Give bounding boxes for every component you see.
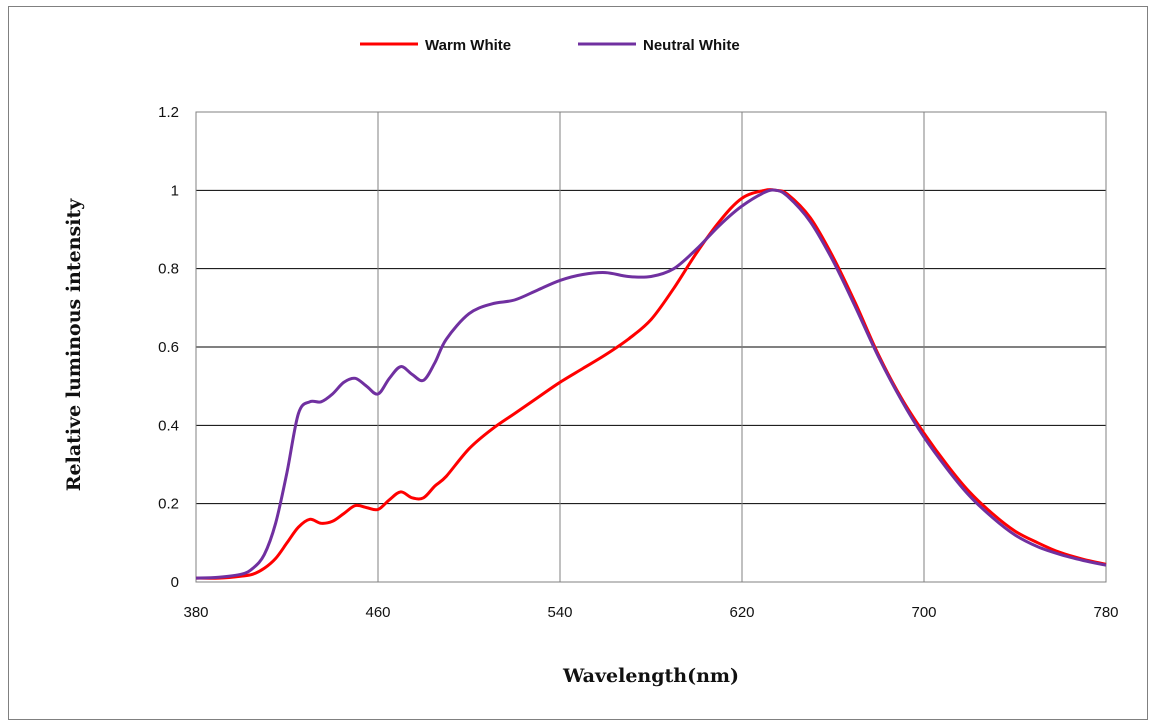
- y-tick-label: 1: [171, 182, 179, 199]
- x-tick-label: 460: [365, 604, 390, 621]
- y-axis-label: Relative luminous intensity: [63, 198, 85, 492]
- series-lines: [195, 188, 1107, 580]
- x-tick-labels: 380 460 540 620 700 780: [183, 604, 1118, 621]
- plot-area: [195, 111, 1107, 583]
- y-tick-label: 0.4: [158, 417, 179, 434]
- legend: Warm White Neutral White: [360, 37, 740, 54]
- legend-label-neutral-white: Neutral White: [643, 37, 740, 54]
- legend-label-warm-white: Warm White: [425, 37, 511, 54]
- y-tick-label: 0.2: [158, 496, 179, 513]
- x-tick-label: 700: [911, 604, 936, 621]
- y-tick-label: 0.6: [158, 339, 179, 356]
- grid-lines: [196, 112, 1106, 582]
- y-tick-labels: 0 0.2 0.4 0.6 0.8 1 1.2: [158, 104, 179, 591]
- x-tick-label: 620: [729, 604, 754, 621]
- y-tick-label: 0.8: [158, 261, 179, 278]
- x-tick-label: 540: [547, 604, 572, 621]
- series-line-neutral-white: [195, 188, 1107, 580]
- x-tick-label: 380: [183, 604, 208, 621]
- chart-frame: [8, 6, 1148, 720]
- x-axis-label: Wavelength(nm): [562, 665, 739, 687]
- x-tick-label: 780: [1093, 604, 1118, 621]
- y-tick-label: 1.2: [158, 104, 179, 121]
- series-line-warm-white: [195, 188, 1107, 580]
- y-tick-label: 0: [171, 574, 179, 591]
